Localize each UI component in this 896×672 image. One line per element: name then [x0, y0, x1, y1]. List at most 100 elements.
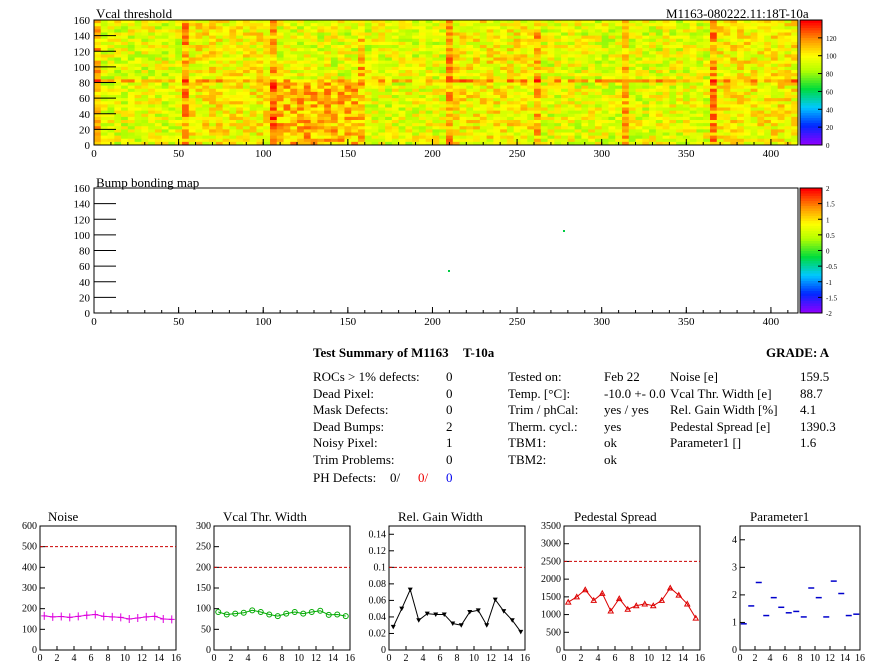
chart-1: [213, 525, 351, 651]
chart-point: [615, 595, 623, 602]
chart-frame: [39, 525, 177, 651]
chart-point: [266, 611, 273, 618]
chart-ytick-label: 4: [732, 535, 737, 546]
chart-point: [223, 611, 230, 618]
chart-point: [300, 610, 307, 617]
chart-point: [126, 615, 133, 623]
chart-point: [492, 597, 498, 603]
chart-point: [151, 612, 158, 621]
chart-xtick-label: 16: [171, 653, 181, 664]
chart-xtick-label: 16: [695, 653, 705, 664]
chart-ytick-label: 1000: [541, 610, 561, 621]
chart-xtick-label: 0: [212, 653, 217, 664]
chart-xtick-label: 10: [469, 653, 479, 664]
chart-point: [467, 609, 473, 615]
palette-0: [799, 19, 823, 146]
chart-ytick-label: 500: [22, 542, 37, 553]
chart-point: [484, 623, 490, 628]
map-xtick-label: 400: [763, 316, 780, 328]
condition-value: ok: [604, 435, 617, 451]
condition-value: yes: [604, 418, 622, 434]
palette-label: -1.5: [826, 294, 838, 302]
chart-title-parameter1: Parameter1: [750, 509, 810, 524]
chart-xtick-label: 16: [345, 653, 355, 664]
defect-value: 0: [446, 369, 453, 384]
parameter-value: 1390.3: [800, 418, 836, 434]
chart-point: [249, 607, 256, 614]
defect-label: ROCs > 1% defects:: [313, 369, 420, 384]
palette-label: -2: [826, 310, 832, 318]
palette-label: -1: [826, 279, 832, 287]
chart-ytick-label: 600: [22, 521, 37, 532]
chart-xtick-label: 8: [798, 653, 803, 664]
chart-point: [683, 600, 691, 607]
map-ytick-label: 140: [74, 199, 91, 211]
chart-ytick-label: 2000: [541, 574, 561, 585]
map-ytick-label: 20: [79, 124, 91, 136]
map-ytick-label: 60: [79, 93, 91, 105]
ph-defects-v3: 0: [446, 470, 453, 485]
chart-frame: [213, 525, 351, 651]
map-ytick-label: 100: [74, 62, 91, 74]
chart-point: [274, 613, 281, 620]
palette-label: 1.5: [826, 201, 835, 209]
map-xtick-label: 350: [678, 148, 695, 160]
ph-defects-v1: 0/: [390, 470, 401, 485]
chart-xtick-label: 8: [280, 653, 285, 664]
chart-xtick-label: 0: [738, 653, 743, 664]
condition-value: -10.0 +- 0.0: [604, 385, 666, 401]
chart-xtick-label: 6: [89, 653, 94, 664]
parameter-value: 4.1: [800, 402, 817, 418]
chart-xtick-label: 14: [154, 653, 164, 664]
map-xtick-label: 300: [593, 148, 610, 160]
map-ytick-label: 40: [79, 277, 91, 289]
chart-point: [291, 608, 298, 615]
map-ytick-label: 60: [79, 261, 91, 273]
module-id: M1163-080222.11:18T-10a: [666, 6, 809, 21]
map-xtick-label: 150: [340, 148, 357, 160]
chart-xtick-label: 8: [630, 653, 635, 664]
chart-point: [518, 629, 524, 635]
grade: GRADE: A: [766, 345, 830, 360]
chart-point: [632, 602, 640, 609]
dead-bump-mark: [448, 270, 450, 272]
chart-xtick-label: 0: [562, 653, 567, 664]
chart-ytick-label: 0.14: [369, 529, 387, 540]
chart-0: [39, 525, 177, 651]
chart-point: [416, 618, 422, 623]
chart-series-line: [218, 609, 346, 617]
map-0: [93, 19, 799, 146]
chart-xtick-label: 6: [263, 653, 268, 664]
palette-label: 40: [826, 106, 834, 114]
chart-ytick-label: 250: [196, 542, 211, 553]
chart-xtick-label: 12: [825, 653, 835, 664]
dead-bump-mark: [563, 230, 565, 232]
map-xtick-label: 150: [340, 316, 357, 328]
map-xtick-label: 350: [678, 316, 695, 328]
map-xtick-label: 200: [424, 316, 441, 328]
chart-title-gain-width: Rel. Gain Width: [398, 509, 483, 524]
chart-ytick-label: 100: [22, 624, 37, 635]
map-ytick-label: 80: [79, 246, 91, 258]
chart-ytick-label: 2: [732, 590, 737, 601]
condition-label: Tested on:: [508, 369, 562, 384]
condition-label: TBM1:: [508, 435, 547, 451]
chart-point: [424, 611, 430, 617]
palette-label: 80: [826, 71, 834, 79]
chart-ytick-label: 150: [196, 583, 211, 594]
condition-value: yes / yes: [604, 402, 649, 418]
parameter-value: 88.7: [800, 385, 823, 401]
chart-title-noise: Noise: [48, 509, 79, 524]
chart-xtick-label: 14: [503, 653, 513, 664]
chart-xtick-label: 14: [328, 653, 338, 664]
chart-ytick-label: 400: [22, 562, 37, 573]
defect-value: 0: [446, 452, 453, 467]
chart-xtick-label: 12: [137, 653, 147, 664]
chart-xtick-label: 12: [311, 653, 321, 664]
palette-label: 100: [826, 53, 837, 61]
map-ytick-label: 160: [74, 15, 91, 27]
summary-title: Test Summary of M1163: [313, 345, 449, 360]
palette-label: 0: [826, 142, 830, 150]
chart-point: [168, 615, 175, 624]
